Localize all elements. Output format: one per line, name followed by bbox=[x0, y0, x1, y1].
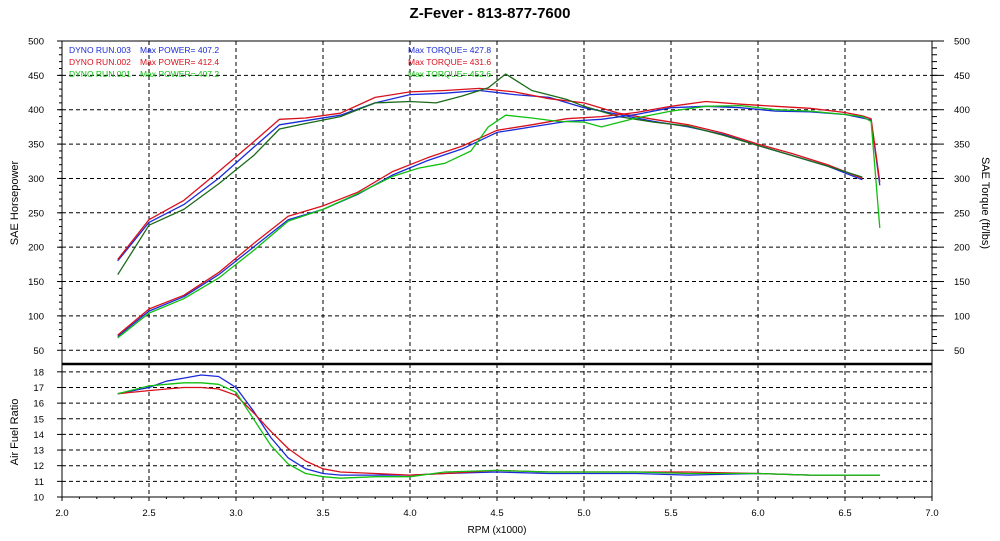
top-series-line bbox=[117, 100, 881, 336]
top-panel-left-y-ticks: 50 100 150 200 250 300 350 400 450 500 bbox=[28, 37, 62, 357]
bottom-y-tick-label: 17 bbox=[33, 383, 44, 394]
x-axis-label: RPM (x1000) bbox=[468, 525, 527, 536]
x-tick-label: 3.0 bbox=[229, 508, 242, 519]
top-right-y-tick-label: 50 bbox=[954, 346, 965, 357]
legend-max-torque: Max TORQUE= 452.6 bbox=[408, 69, 491, 79]
legend-run-name: DYNO RUN.001 bbox=[69, 69, 131, 79]
x-axis-ticks: 2.0 2.5 3.0 3.5 4.0 4.5 5.0 5.5 6.0 6.5 7.0 bbox=[55, 497, 939, 519]
bottom-panel-series bbox=[117, 374, 880, 479]
y-axis-label-horsepower: SAE Horsepower bbox=[9, 160, 21, 245]
legend-run-name: DYNO RUN.002 bbox=[69, 57, 131, 67]
top-right-y-tick-label: 250 bbox=[954, 208, 970, 219]
top-panel: 50 100 150 200 250 300 350 400 450 500 50 100 150 20… bbox=[9, 37, 991, 365]
legend-max-torque: Max TORQUE= 431.6 bbox=[408, 57, 491, 67]
x-tick-label: 5.0 bbox=[577, 508, 590, 519]
y-axis-label-afr: Air Fuel Ratio bbox=[9, 399, 21, 466]
top-right-y-tick-label: 450 bbox=[954, 71, 970, 82]
bottom-panel-y-ticks: 10 11 12 13 14 15 16 17 18 bbox=[33, 367, 62, 504]
top-left-y-tick-label: 400 bbox=[28, 105, 44, 116]
legend: DYNO RUN.003 Max POWER= 407.2 Max TORQUE= … bbox=[69, 45, 491, 79]
legend-max-power: Max POWER= 407.2 bbox=[140, 45, 219, 55]
top-series-line bbox=[117, 104, 881, 339]
x-tick-label: 4.5 bbox=[490, 508, 503, 519]
top-series-line bbox=[117, 87, 863, 260]
top-right-y-tick-label: 400 bbox=[954, 105, 970, 116]
top-right-y-tick-label: 200 bbox=[954, 243, 970, 254]
bottom-y-tick-label: 18 bbox=[33, 367, 44, 378]
x-tick-label: 6.0 bbox=[751, 508, 764, 519]
x-tick-label: 3.5 bbox=[316, 508, 329, 519]
x-tick-label: 6.5 bbox=[838, 508, 851, 519]
bottom-y-tick-label: 16 bbox=[33, 399, 44, 410]
top-panel-right-y-ticks: 50 100 150 200 250 300 350 400 450 500 bbox=[932, 37, 970, 357]
top-left-y-tick-label: 450 bbox=[28, 71, 44, 82]
bottom-y-tick-label: 15 bbox=[33, 414, 44, 425]
bottom-y-tick-label: 13 bbox=[33, 446, 44, 457]
top-left-y-tick-label: 500 bbox=[28, 37, 44, 48]
top-left-y-tick-label: 50 bbox=[33, 346, 44, 357]
bottom-panel: 10 11 12 13 14 15 16 17 18 Air Fuel Ratio bbox=[9, 363, 933, 504]
bottom-series-line bbox=[117, 386, 880, 476]
bottom-series-line bbox=[117, 374, 880, 476]
bottom-series-line bbox=[117, 382, 880, 479]
bottom-y-tick-label: 14 bbox=[33, 430, 44, 441]
top-left-y-tick-label: 100 bbox=[28, 311, 44, 322]
legend-max-power: Max POWER= 407.2 bbox=[140, 69, 219, 79]
top-left-y-tick-label: 300 bbox=[28, 174, 44, 185]
bottom-y-tick-label: 12 bbox=[33, 461, 44, 472]
top-left-y-tick-label: 250 bbox=[28, 208, 44, 219]
top-right-y-tick-label: 150 bbox=[954, 277, 970, 288]
top-right-y-tick-label: 100 bbox=[954, 311, 970, 322]
bottom-y-tick-label: 11 bbox=[34, 477, 44, 488]
top-panel-series bbox=[117, 73, 881, 339]
top-right-y-tick-label: 300 bbox=[954, 174, 970, 185]
top-right-y-tick-label: 500 bbox=[954, 37, 970, 48]
x-tick-label: 4.0 bbox=[403, 508, 416, 519]
top-right-y-tick-label: 350 bbox=[954, 140, 970, 151]
x-tick-label: 7.0 bbox=[925, 508, 938, 519]
legend-run-name: DYNO RUN.003 bbox=[69, 45, 131, 55]
top-left-y-tick-label: 200 bbox=[28, 243, 44, 254]
x-tick-label: 2.0 bbox=[55, 508, 68, 519]
top-left-y-tick-label: 150 bbox=[28, 277, 44, 288]
bottom-panel-grid bbox=[62, 364, 932, 497]
legend-max-torque: Max TORQUE= 427.8 bbox=[408, 45, 491, 55]
x-tick-label: 2.5 bbox=[142, 508, 155, 519]
chart-title: Z-Fever - 813-877-7600 bbox=[410, 5, 571, 22]
bottom-y-tick-label: 10 bbox=[33, 493, 44, 504]
top-series-line bbox=[117, 105, 881, 338]
top-left-y-tick-label: 350 bbox=[28, 140, 44, 151]
x-tick-label: 5.5 bbox=[664, 508, 677, 519]
y-axis-label-torque: SAE Torque (ft/lbs) bbox=[979, 157, 991, 249]
top-series-line bbox=[117, 73, 863, 276]
legend-max-power: Max POWER= 412.4 bbox=[140, 57, 219, 67]
